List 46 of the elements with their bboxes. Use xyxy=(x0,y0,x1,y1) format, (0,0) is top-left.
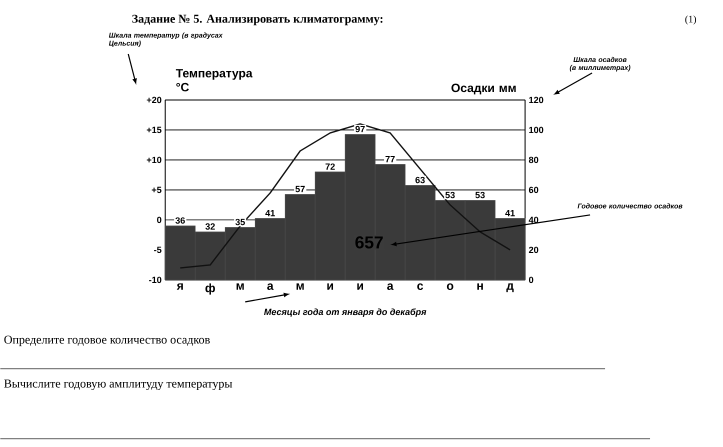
y-tick-label: -5 xyxy=(154,246,162,254)
y-tick-label: +20 xyxy=(146,96,162,104)
x-tick-label: м xyxy=(296,284,304,290)
y2-tick-label: 100 xyxy=(529,126,544,134)
x-tick-label: н xyxy=(477,284,483,290)
data-label: 35 xyxy=(235,218,245,226)
data-label: 32 xyxy=(205,223,215,230)
data-label: 97 xyxy=(355,126,365,132)
x-tick-label: с xyxy=(417,284,424,290)
y-tick-label: +5 xyxy=(152,186,162,194)
chart-title: Задание № 5. Анализировать климатограмму: xyxy=(132,14,382,26)
annotation: 657 xyxy=(355,236,383,249)
data-label: 63 xyxy=(415,176,425,184)
x-tick-label: ф xyxy=(205,284,215,295)
data-label: 41 xyxy=(505,210,515,216)
x-tick-label: м xyxy=(236,284,244,290)
x-axis-title: Месяцы года от января до декабря xyxy=(264,308,426,317)
text: (1) xyxy=(685,16,696,25)
y2-tick-label: 40 xyxy=(528,216,538,224)
data-label: 57 xyxy=(295,186,305,192)
y-tick-label: +15 xyxy=(146,126,162,134)
x-tick-label: а xyxy=(267,284,274,290)
y-tick-label: 0 xyxy=(157,216,162,224)
data-label: 53 xyxy=(445,192,455,198)
y2-axis-title: Осадки мм xyxy=(451,84,516,95)
y2-tick-label: 80 xyxy=(528,156,538,164)
y-tick-label: -10 xyxy=(149,276,162,284)
text: Определите годовое количество осадков xyxy=(4,336,210,346)
x-tick-label: и xyxy=(357,284,364,290)
data-label: 77 xyxy=(386,156,395,162)
data-label: 41 xyxy=(265,210,275,216)
y-axis-title: Температура °C xyxy=(176,69,253,92)
text: Вычислите годовую амплитуду температуры xyxy=(4,380,232,390)
x-tick-label: д xyxy=(506,284,514,292)
y2-tick-label: 60 xyxy=(528,186,538,194)
data-label: 72 xyxy=(326,164,335,170)
x-tick-label: и xyxy=(327,284,334,290)
y-tick-label: +10 xyxy=(146,156,162,164)
y2-tick-label: 20 xyxy=(528,246,538,254)
x-tick-label: о xyxy=(446,284,454,290)
y2-tick-label: 120 xyxy=(529,96,544,104)
x-tick-label: а xyxy=(387,284,394,290)
data-label: 53 xyxy=(475,192,485,198)
x-tick-label: я xyxy=(176,284,183,290)
y2-tick-label: 0 xyxy=(528,276,534,284)
data-label: 36 xyxy=(175,217,185,224)
